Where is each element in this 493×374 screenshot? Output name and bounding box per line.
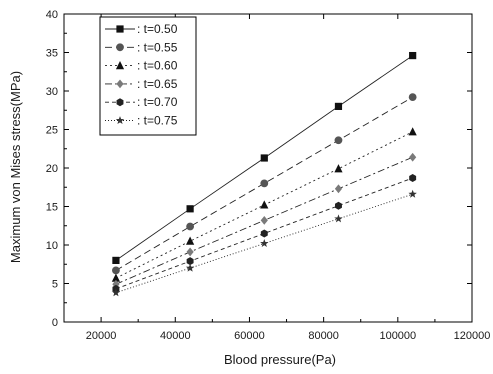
- legend-label: : t=0.70: [137, 95, 178, 109]
- legend-label: : t=0.55: [137, 40, 178, 54]
- y-tick-label: 30: [46, 86, 58, 98]
- triangle-marker: [111, 273, 121, 282]
- square-marker: [116, 25, 124, 33]
- x-tick-label: 100000: [379, 330, 416, 342]
- diamond-marker: [409, 152, 417, 162]
- triangle-marker: [408, 127, 417, 136]
- y-tick-label: 20: [46, 163, 58, 175]
- star-marker: [185, 263, 195, 272]
- x-tick-label: 60000: [234, 330, 265, 342]
- hexagon-marker: [409, 174, 417, 183]
- legend-label: : t=0.65: [137, 77, 178, 91]
- hexagon-marker: [260, 229, 268, 238]
- triangle-marker: [186, 236, 195, 245]
- star-marker: [408, 189, 417, 198]
- circle-marker: [112, 266, 120, 275]
- legend-box: [99, 16, 197, 136]
- x-tick-label: 40000: [160, 330, 191, 342]
- triangle-marker: [260, 200, 269, 209]
- series-layer: [111, 51, 417, 297]
- square-marker: [186, 205, 194, 213]
- series-square: [112, 51, 417, 264]
- y-tick-label: 5: [52, 279, 58, 291]
- triangle-marker: [334, 164, 343, 173]
- square-marker: [260, 154, 268, 162]
- hexagon-marker: [335, 201, 342, 210]
- series-triangle: [111, 127, 417, 282]
- y-tick-label: 0: [52, 317, 58, 329]
- y-tick-label: 40: [46, 9, 58, 21]
- diamond-marker: [334, 184, 343, 194]
- star-marker: [334, 214, 343, 223]
- series-line: [115, 177, 413, 290]
- circle-marker: [260, 179, 269, 188]
- y-axis-label: Maximum von Mises stress(MPa): [8, 71, 23, 263]
- diamond-marker: [186, 247, 194, 257]
- star-marker: [260, 239, 269, 248]
- legend-label: : t=0.60: [137, 59, 178, 73]
- series-diamond: [112, 152, 417, 289]
- circle-marker: [116, 43, 124, 52]
- series-hexagon: [112, 174, 417, 293]
- legend-label: : t=0.75: [137, 114, 178, 128]
- circle-marker: [334, 136, 343, 145]
- diamond-marker: [116, 79, 124, 89]
- x-tick-label: 80000: [308, 330, 339, 342]
- star-marker: [111, 288, 121, 297]
- x-axis-label: Blood pressure(Pa): [224, 352, 336, 367]
- legend: : t=0.50 : t=0.55 : t=0.60 : t=0.65 : t=0.70…: [99, 16, 197, 136]
- circle-marker: [408, 93, 417, 102]
- y-tick-label: 15: [46, 202, 58, 214]
- x-tick-label: 20000: [86, 330, 117, 342]
- plot-area: 20000 40000 60000 80000 100000 120000 0 5 10 15 20…: [46, 9, 491, 342]
- series-star: [111, 189, 417, 297]
- circle-marker: [186, 222, 195, 231]
- diamond-marker: [260, 215, 268, 225]
- legend-label: : t=0.50: [137, 22, 178, 36]
- star-marker: [115, 116, 125, 125]
- hexagon-marker: [116, 98, 124, 107]
- square-marker: [112, 256, 120, 264]
- y-tick-label: 35: [46, 48, 58, 60]
- series-circle: [112, 93, 417, 275]
- y-tick-label: 25: [46, 125, 58, 137]
- square-marker: [409, 51, 417, 60]
- x-tick-label: 120000: [454, 330, 491, 342]
- square-marker: [334, 102, 343, 110]
- hexagon-marker: [186, 257, 194, 266]
- y-tick-label: 10: [46, 240, 58, 252]
- triangle-marker: [115, 61, 125, 70]
